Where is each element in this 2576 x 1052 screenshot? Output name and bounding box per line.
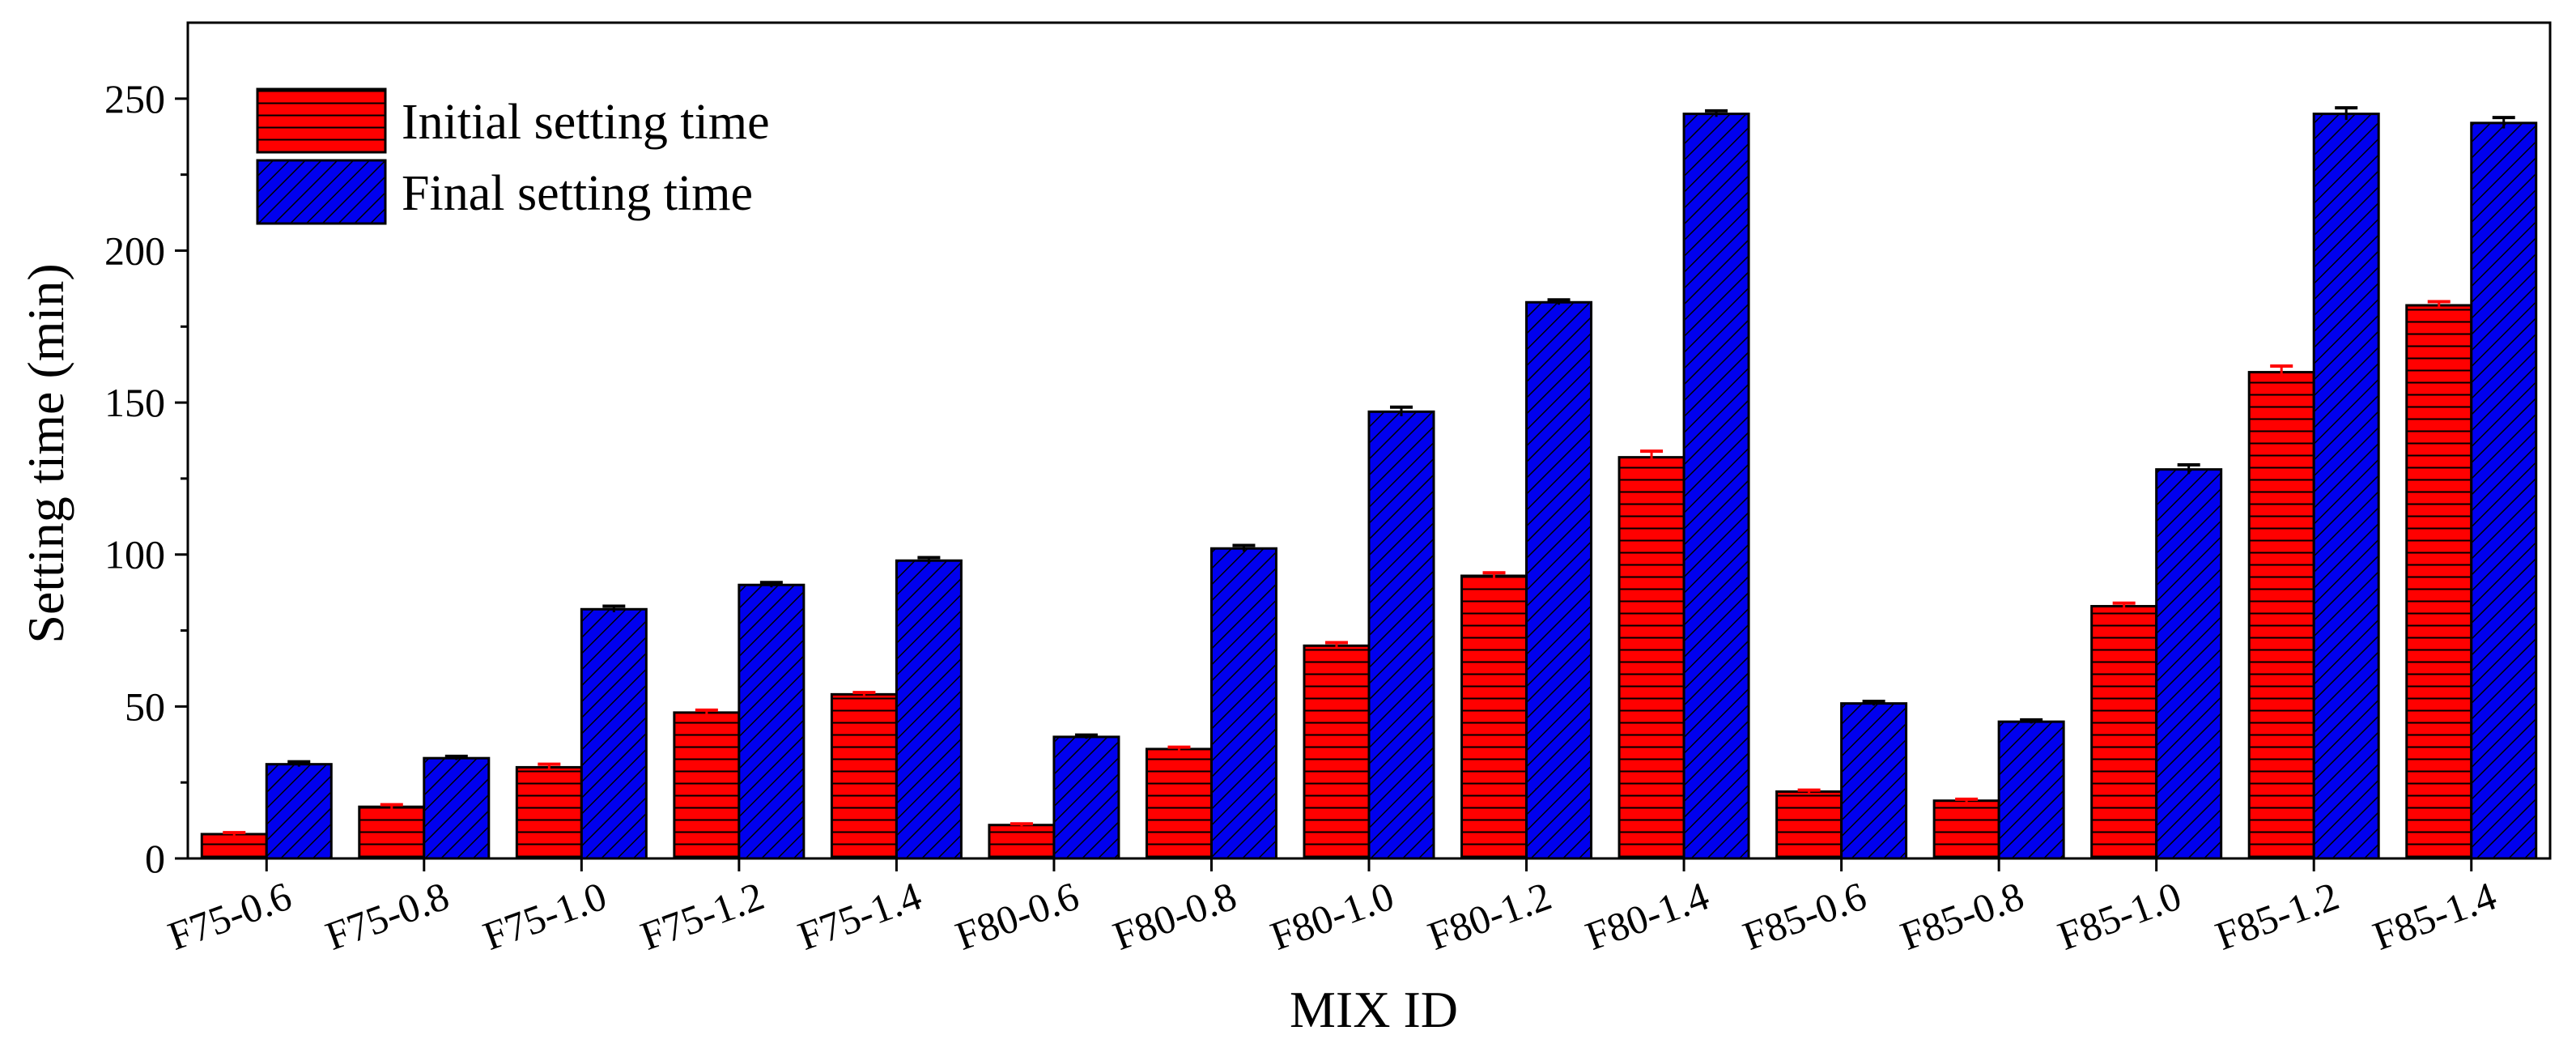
- error-bar-initial-F80-1.2: [1482, 571, 1506, 579]
- x-tick-label: F85-1.2: [2209, 873, 2344, 959]
- error-bar-initial-F75-0.8: [380, 803, 403, 809]
- error-bar-initial-F85-0.6: [1797, 788, 1821, 794]
- error-bar-final-F75-1.0: [602, 604, 626, 613]
- error-bar-final-F80-1.4: [1705, 109, 1728, 117]
- x-tick-label: F80-1.0: [1265, 873, 1400, 959]
- bar-final-F85-1.2: [2312, 113, 2380, 860]
- bar-initial-F85-0.8: [1932, 799, 2000, 860]
- bar-final-F80-1.0: [1367, 410, 1435, 860]
- bar-initial-F85-0.6: [1775, 790, 1843, 860]
- error-bar-final-F85-1.2: [2335, 106, 2358, 121]
- bar-final-F75-1.2: [738, 583, 806, 860]
- error-bar-initial-F85-1.4: [2427, 300, 2451, 309]
- x-tick-label: F80-0.8: [1107, 873, 1243, 959]
- error-bar-final-F75-0.8: [444, 754, 468, 760]
- y-tick-label: 0: [145, 836, 165, 881]
- bar-initial-F85-1.4: [2405, 304, 2473, 860]
- legend: Initial setting time Final setting time: [256, 87, 770, 225]
- bar-initial-F80-0.8: [1145, 747, 1213, 860]
- bar-initial-F75-1.0: [515, 765, 583, 860]
- error-bar-initial-F75-0.6: [223, 831, 246, 836]
- x-tick-label: F75-0.8: [320, 873, 455, 959]
- x-tick-label: F75-1.0: [477, 873, 612, 959]
- bar-final-F85-1.0: [2155, 468, 2223, 860]
- error-bar-initial-F75-1.2: [695, 708, 718, 715]
- bar-final-F80-0.8: [1209, 547, 1277, 860]
- error-bar-initial-F80-1.4: [1640, 449, 1664, 464]
- legend-label-final: Final setting time: [402, 166, 753, 221]
- error-bar-final-F80-1.2: [1547, 298, 1571, 305]
- x-tick-label: F75-0.6: [162, 873, 297, 959]
- bar-final-F75-1.4: [895, 559, 963, 860]
- y-axis-title: Setting time (min): [17, 263, 74, 643]
- error-bar-initial-F85-1.0: [2112, 601, 2136, 610]
- error-bar-final-F75-0.6: [287, 760, 311, 767]
- x-tick-label: F80-1.4: [1579, 873, 1715, 959]
- legend-label-initial: Initial setting time: [402, 95, 770, 150]
- error-bar-initial-F85-0.8: [1955, 797, 1979, 803]
- bar-final-F80-1.4: [1682, 113, 1750, 860]
- y-tick-label: 150: [104, 380, 165, 425]
- bar-initial-F80-1.2: [1460, 574, 1528, 860]
- error-bar-final-F75-1.4: [917, 556, 941, 564]
- bar-initial-F85-1.0: [2090, 605, 2158, 860]
- bar-final-F85-1.4: [2470, 121, 2538, 860]
- error-bar-initial-F75-1.0: [538, 762, 561, 771]
- bar-initial-F80-1.0: [1303, 644, 1371, 860]
- bar-final-F80-0.6: [1052, 735, 1120, 860]
- x-tick-label: F75-1.4: [793, 873, 928, 959]
- legend-swatch-final: [256, 159, 387, 225]
- bar-initial-F75-0.6: [200, 833, 268, 860]
- bar-initial-F85-1.2: [2247, 371, 2315, 860]
- bar-initial-F75-1.2: [673, 711, 741, 860]
- bar-final-F85-0.6: [1840, 702, 1908, 860]
- error-bar-final-F85-1.0: [2177, 463, 2200, 475]
- x-tick-label: F75-1.2: [635, 873, 770, 959]
- error-bar-initial-F75-1.4: [852, 691, 876, 696]
- error-bar-initial-F80-1.0: [1325, 641, 1348, 650]
- x-tick-label: F80-0.6: [950, 873, 1085, 959]
- bar-initial-F75-0.8: [358, 805, 426, 860]
- error-bar-initial-F80-0.8: [1167, 745, 1191, 752]
- bar-final-F75-1.0: [580, 607, 648, 860]
- bar-final-F75-0.6: [265, 763, 333, 860]
- bar-final-F75-0.8: [423, 756, 491, 860]
- x-axis-title: MIX ID: [1290, 981, 1458, 1038]
- y-tick-label: 200: [104, 228, 165, 273]
- error-bar-final-F85-0.6: [1862, 699, 1885, 706]
- error-bar-final-F75-1.2: [759, 581, 783, 588]
- error-bar-final-F80-1.0: [1390, 405, 1413, 416]
- error-bar-final-F85-1.4: [2492, 116, 2515, 129]
- y-tick-label: 250: [104, 76, 165, 121]
- x-tick-label: F85-0.8: [1894, 873, 2030, 959]
- x-tick-label: F80-1.2: [1422, 873, 1558, 959]
- x-tick-label: F85-0.6: [1737, 873, 1872, 959]
- error-bar-final-F80-0.8: [1232, 543, 1256, 552]
- bar-initial-F80-1.4: [1617, 456, 1685, 860]
- y-tick-label: 100: [104, 532, 165, 577]
- bar-final-F80-1.2: [1525, 300, 1593, 860]
- error-bar-final-F85-0.8: [2020, 718, 2043, 724]
- legend-swatch-initial: [256, 87, 387, 154]
- error-bar-initial-F80-0.6: [1010, 822, 1033, 827]
- error-bar-initial-F85-1.2: [2270, 364, 2293, 379]
- x-tick-label: F85-1.0: [2052, 873, 2187, 959]
- y-tick-label: 50: [125, 684, 165, 729]
- bar-initial-F80-0.6: [988, 824, 1056, 860]
- error-bar-final-F80-0.6: [1074, 733, 1098, 739]
- x-tick-label: F85-1.4: [2367, 873, 2502, 959]
- bar-initial-F75-1.4: [830, 692, 898, 860]
- plot-area: [200, 106, 2538, 860]
- bar-final-F85-0.8: [1997, 720, 2065, 860]
